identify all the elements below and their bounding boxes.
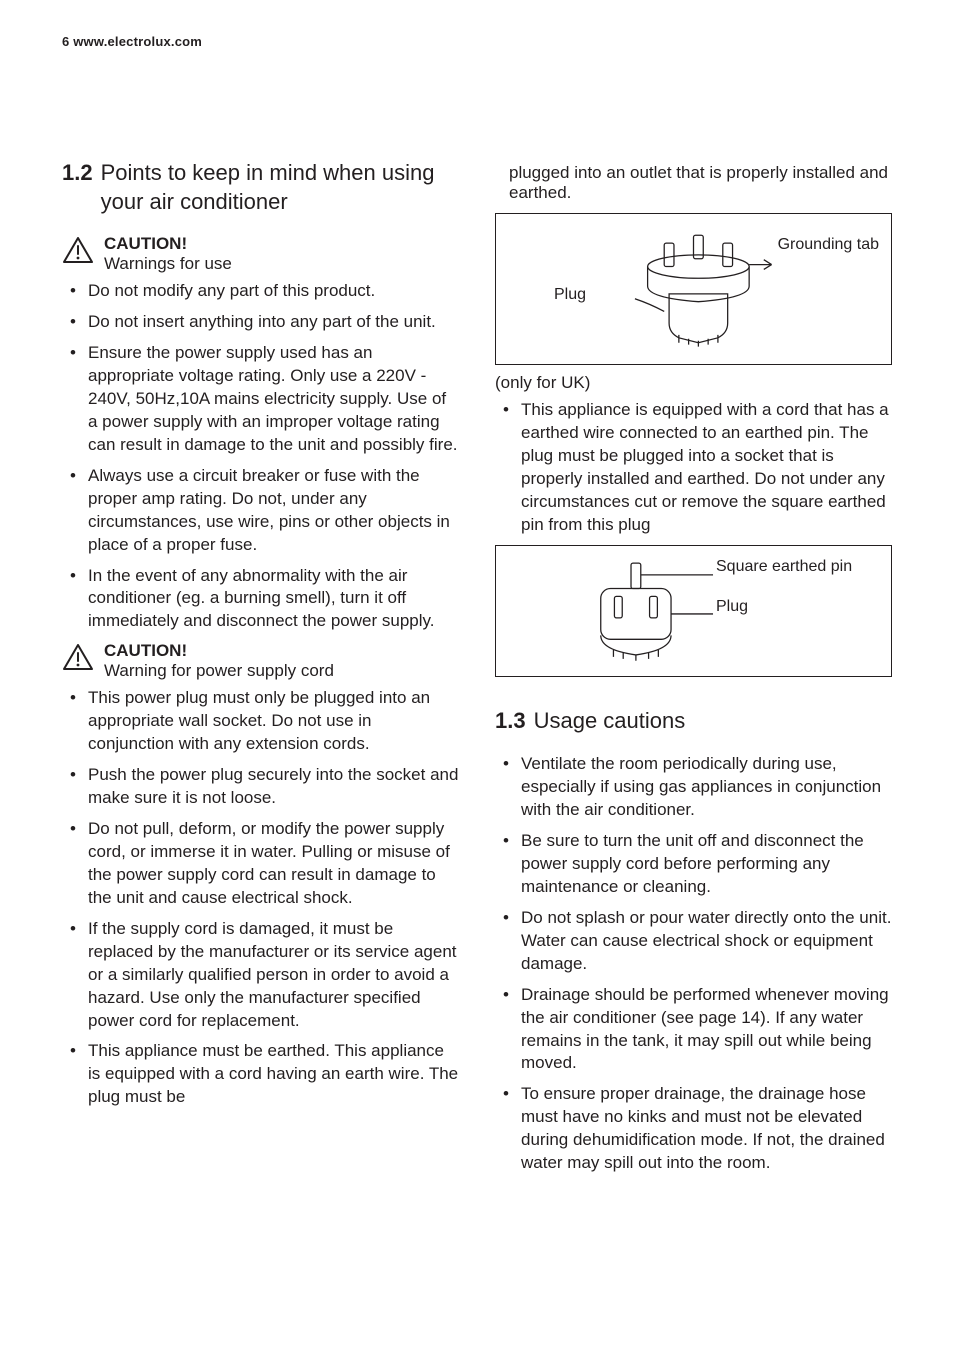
grounding-tab-label: Grounding tab [778, 236, 879, 254]
bullets-uk: This appliance is equipped with a cord t… [495, 399, 892, 537]
list-item-line1: Always use a circuit breaker or fuse wit… [88, 466, 450, 554]
caution-cord-block: CAUTION! Warning for power supply cord [62, 641, 459, 681]
caution-use-title: CAUTION! [104, 234, 232, 254]
list-item: This appliance is equipped with a cord t… [495, 399, 892, 537]
bullets-cord: This power plug must only be plugged int… [62, 687, 459, 1109]
plug-label: Plug [554, 286, 586, 304]
section-1-3-title: Usage cautions [534, 707, 686, 736]
list-item: This power plug must only be plugged int… [62, 687, 459, 756]
continuation-text: plugged into an outlet that is properly … [495, 163, 892, 203]
section-1-2-heading: 1.2 Points to keep in mind when using yo… [62, 159, 459, 216]
plug-label-2: Plug [716, 598, 748, 616]
content-columns: 1.2 Points to keep in mind when using yo… [62, 159, 892, 1183]
page-header: 6 www.electrolux.com [62, 34, 892, 49]
section-1-2-title: Points to keep in mind when using your a… [101, 159, 459, 216]
list-item: Always use a circuit breaker or fuse wit… [62, 465, 459, 557]
caution-cord-sub: Warning for power supply cord [104, 661, 334, 681]
list-item: Do not pull, deform, or modify the power… [62, 818, 459, 910]
section-1-2-number: 1.2 [62, 159, 93, 216]
section-1-3-number: 1.3 [495, 707, 526, 736]
right-column: plugged into an outlet that is properly … [495, 159, 892, 1183]
caution-cord-title: CAUTION! [104, 641, 334, 661]
list-item: Do not modify any part of this product. [62, 280, 459, 303]
bullets-usage: Ventilate the room periodically during u… [495, 753, 892, 1175]
caution-icon [62, 236, 94, 264]
list-item: Drainage should be performed whenever mo… [495, 984, 892, 1076]
list-item: Ensure the power supply used has an appr… [62, 342, 459, 457]
list-item: If the supply cord is damaged, it must b… [62, 918, 459, 1033]
list-item: Be sure to turn the unit off and disconn… [495, 830, 892, 899]
list-item: Push the power plug securely into the so… [62, 764, 459, 810]
caution-use-sub: Warnings for use [104, 254, 232, 274]
section-1-3-heading: 1.3 Usage cautions [495, 707, 892, 736]
list-item: Do not splash or pour water directly ont… [495, 907, 892, 976]
list-item: Ventilate the room periodically during u… [495, 753, 892, 822]
caution-icon [62, 643, 94, 671]
only-uk-note: (only for UK) [495, 373, 892, 393]
list-item: This appliance must be earthed. This app… [62, 1040, 459, 1109]
plug-diagram-2: Square earthed pin Plug [495, 545, 892, 677]
left-column: 1.2 Points to keep in mind when using yo… [62, 159, 459, 1183]
square-pin-label: Square earthed pin [716, 558, 852, 576]
plug-diagram-1: Plug Grounding tab [495, 213, 892, 365]
caution-use-block: CAUTION! Warnings for use [62, 234, 459, 274]
list-item: Do not insert anything into any part of … [62, 311, 459, 334]
list-item: To ensure proper drainage, the drainage … [495, 1083, 892, 1175]
list-item: In the event of any abnormality with the… [62, 565, 459, 634]
bullets-use: Do not modify any part of this product. … [62, 280, 459, 633]
